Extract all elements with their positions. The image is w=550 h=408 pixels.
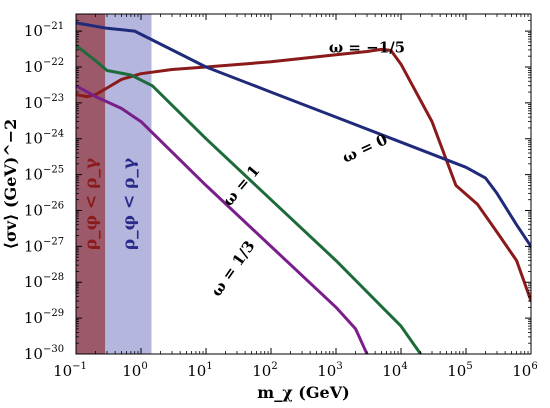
region-label-2: ρ_φ < ρ_γ — [119, 157, 139, 250]
curve-label-1: ω = −1/5 — [329, 39, 405, 57]
x-tick-label: 102 — [252, 361, 277, 380]
series-line-1 — [76, 47, 531, 303]
y-tick-label: 10−30 — [24, 344, 64, 363]
y-tick-label: 10−21 — [24, 21, 64, 40]
y-tick-label: 10−22 — [24, 57, 64, 76]
region-label-1: ρ_φ < ρ_γ — [82, 157, 102, 250]
y-tick-label: 10−24 — [24, 129, 64, 148]
y-tick-label: 10−29 — [24, 308, 64, 327]
y-tick-label: 10−26 — [24, 200, 64, 219]
plot-frame — [75, 13, 532, 355]
axis-ticks: 10−1 100 101 102 103 104 105 106 10−21 10−22 10−23… — [24, 13, 538, 380]
series-line-4 — [76, 84, 369, 354]
x-tick-label: 103 — [317, 361, 342, 380]
x-tick-label: 104 — [382, 361, 407, 380]
y-tick-label: 10−27 — [24, 236, 64, 255]
x-tick-label: 105 — [447, 361, 472, 380]
x-tick-label: 100 — [122, 361, 147, 380]
y-tick-label: 10−23 — [24, 93, 64, 112]
y-axis-title: ⟨σv⟩ (GeV)^−2 — [1, 119, 20, 250]
shaded-region-2 — [76, 14, 106, 354]
x-axis-title: m_χ (GeV) — [257, 383, 349, 402]
y-tick-label: 10−25 — [24, 165, 64, 184]
y-tick-label: 10−28 — [24, 272, 64, 291]
curves — [76, 21, 531, 354]
x-tick-label: 106 — [512, 361, 537, 380]
series-line-2 — [76, 21, 531, 248]
x-tick-label: 101 — [187, 361, 212, 380]
curve-label-2: ω = 0 — [339, 130, 390, 166]
series-line-3 — [76, 43, 423, 354]
x-tick-label: 10−1 — [53, 361, 87, 380]
curve-label-4: ω = 1/3 — [207, 237, 258, 299]
